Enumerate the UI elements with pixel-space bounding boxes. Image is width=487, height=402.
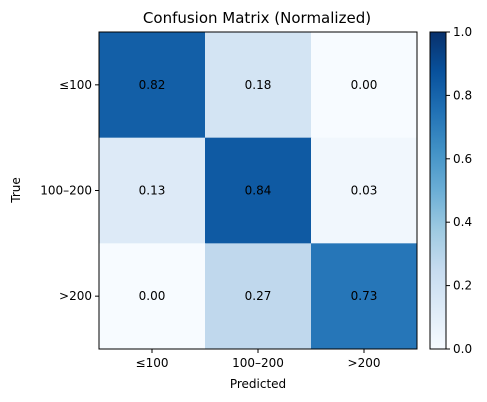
cell-value-label: 0.18: [245, 78, 272, 92]
cell-value-label: 0.84: [245, 184, 272, 198]
heatmap-cell-labels: 0.82 0.18 0.00 0.13 0.84 0.03 0.00 0.27 0.73: [139, 78, 378, 303]
heatmap-cell-2-0: [99, 243, 206, 350]
cell-value-label: 0.03: [351, 184, 378, 198]
heatmap-cell-0-0: [99, 32, 206, 139]
y-tick-label: >200: [59, 289, 92, 303]
colorbar-ticks: 0.0 0.2 0.4 0.6 0.8 1.0: [446, 25, 472, 356]
colorbar-tick-label: 1.0: [453, 25, 472, 39]
colorbar-tick-label: 0.8: [453, 88, 472, 102]
heatmap-cell-1-1: [205, 137, 312, 244]
colorbar-tick-label: 0.4: [453, 215, 472, 229]
y-tick-label: ≤100: [59, 78, 92, 92]
heatmap-cell-1-0: [99, 137, 206, 244]
colorbar: [429, 31, 447, 350]
cell-value-label: 0.13: [139, 184, 166, 198]
chart-title: Confusion Matrix (Normalized): [143, 9, 371, 27]
cell-value-label: 0.73: [351, 289, 378, 303]
y-axis-ticks: ≤100 100–200 >200: [40, 78, 99, 303]
heatmap-cells: [99, 32, 418, 350]
cell-value-label: 0.27: [245, 289, 272, 303]
x-tick-label: 100–200: [232, 356, 284, 370]
x-tick-label: >200: [348, 356, 381, 370]
x-axis-label: Predicted: [230, 377, 286, 391]
colorbar-tick-label: 0.2: [453, 279, 472, 293]
heatmap-cell-0-1: [205, 32, 312, 139]
x-tick-label: ≤100: [136, 356, 169, 370]
cell-value-label: 0.00: [351, 78, 378, 92]
colorbar-tick-label: 0.6: [453, 152, 472, 166]
colorbar-tick-label: 0.0: [453, 342, 472, 356]
y-axis-label: True: [9, 177, 23, 204]
cell-value-label: 0.00: [139, 289, 166, 303]
heatmap-cell-0-2: [311, 32, 418, 139]
cell-value-label: 0.82: [139, 78, 166, 92]
heatmap-cell-2-2: [311, 243, 418, 350]
heatmap-cell-2-1: [205, 243, 312, 350]
y-tick-label: 100–200: [40, 184, 92, 198]
heatmap-cell-1-2: [311, 137, 418, 244]
x-axis-ticks: ≤100 100–200 >200: [136, 349, 381, 370]
